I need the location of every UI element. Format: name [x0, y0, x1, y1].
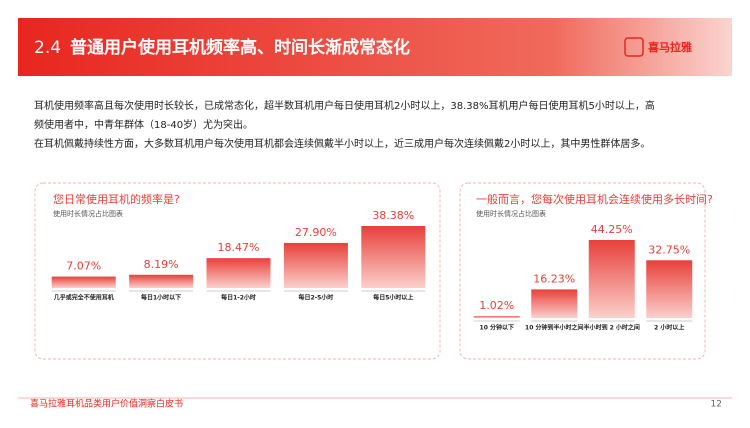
- data-label: 8.19%: [144, 258, 179, 271]
- bar: [206, 258, 271, 288]
- category-label: 每日2-5小时: [297, 294, 333, 302]
- data-label: 7.07%: [66, 260, 101, 273]
- bar: [646, 260, 693, 318]
- chart-subtitle: 使用时长情况占比图表: [476, 209, 546, 218]
- chart-card: [34, 182, 441, 360]
- bar: [129, 274, 194, 288]
- header-title: 普通用户使用耳机频率高、时间长渐成常态化: [70, 37, 410, 58]
- data-label: 16.23%: [533, 272, 575, 285]
- data-label: 44.25%: [591, 223, 633, 236]
- intro-line: 频使用者中，中青年群体（18-40岁）尤为突出。: [34, 118, 253, 131]
- logo-text: 喜马拉雅: [648, 40, 692, 54]
- section-number: 2.4: [34, 38, 61, 58]
- category-label: 2 小时以上: [654, 324, 684, 332]
- header-band: [18, 18, 732, 76]
- category-label: 几乎或完全不使用耳机: [54, 294, 114, 302]
- chart-title: 您日常使用耳机的频率是?: [53, 192, 180, 206]
- page-number: 12: [711, 400, 722, 410]
- category-label: 10 分钟以下: [480, 324, 514, 332]
- bar: [588, 240, 635, 318]
- category-label: 每日1-2小时: [220, 294, 256, 302]
- data-label: 1.02%: [479, 299, 514, 312]
- chart-title: 一般而言，您每次使用耳机会连续使用多长时间?: [476, 192, 713, 206]
- footer-text: 喜马拉雅耳机品类用户价值洞察白皮书: [30, 398, 183, 410]
- logo-icon: [624, 37, 644, 57]
- category-label: 每日1小时以下: [140, 294, 181, 302]
- bar: [531, 289, 578, 318]
- bar: [283, 242, 348, 288]
- data-label: 27.90%: [295, 226, 337, 239]
- category-label: 每日5小时以上: [372, 294, 413, 302]
- chart-card: [459, 182, 706, 360]
- bar: [473, 316, 520, 318]
- data-label: 32.75%: [648, 243, 690, 256]
- bar: [51, 276, 116, 288]
- category-label: 半小时到 2 小时之间: [584, 324, 640, 332]
- chart-subtitle: 使用时长情况占比图表: [53, 209, 123, 218]
- bar: [361, 226, 426, 288]
- intro-line: 在耳机佩戴持续性方面，大多数耳机用户每次使用耳机都会连续佩戴半小时以上，近三成用…: [34, 137, 650, 150]
- category-label: 10 分钟到半小时之间: [525, 324, 583, 332]
- data-label: 38.38%: [372, 209, 414, 222]
- data-label: 18.47%: [218, 241, 260, 254]
- intro-line: 耳机使用频率高且每次使用时长较长，已成常态化，超半数耳机用户每日使用耳机2小时以…: [34, 99, 655, 112]
